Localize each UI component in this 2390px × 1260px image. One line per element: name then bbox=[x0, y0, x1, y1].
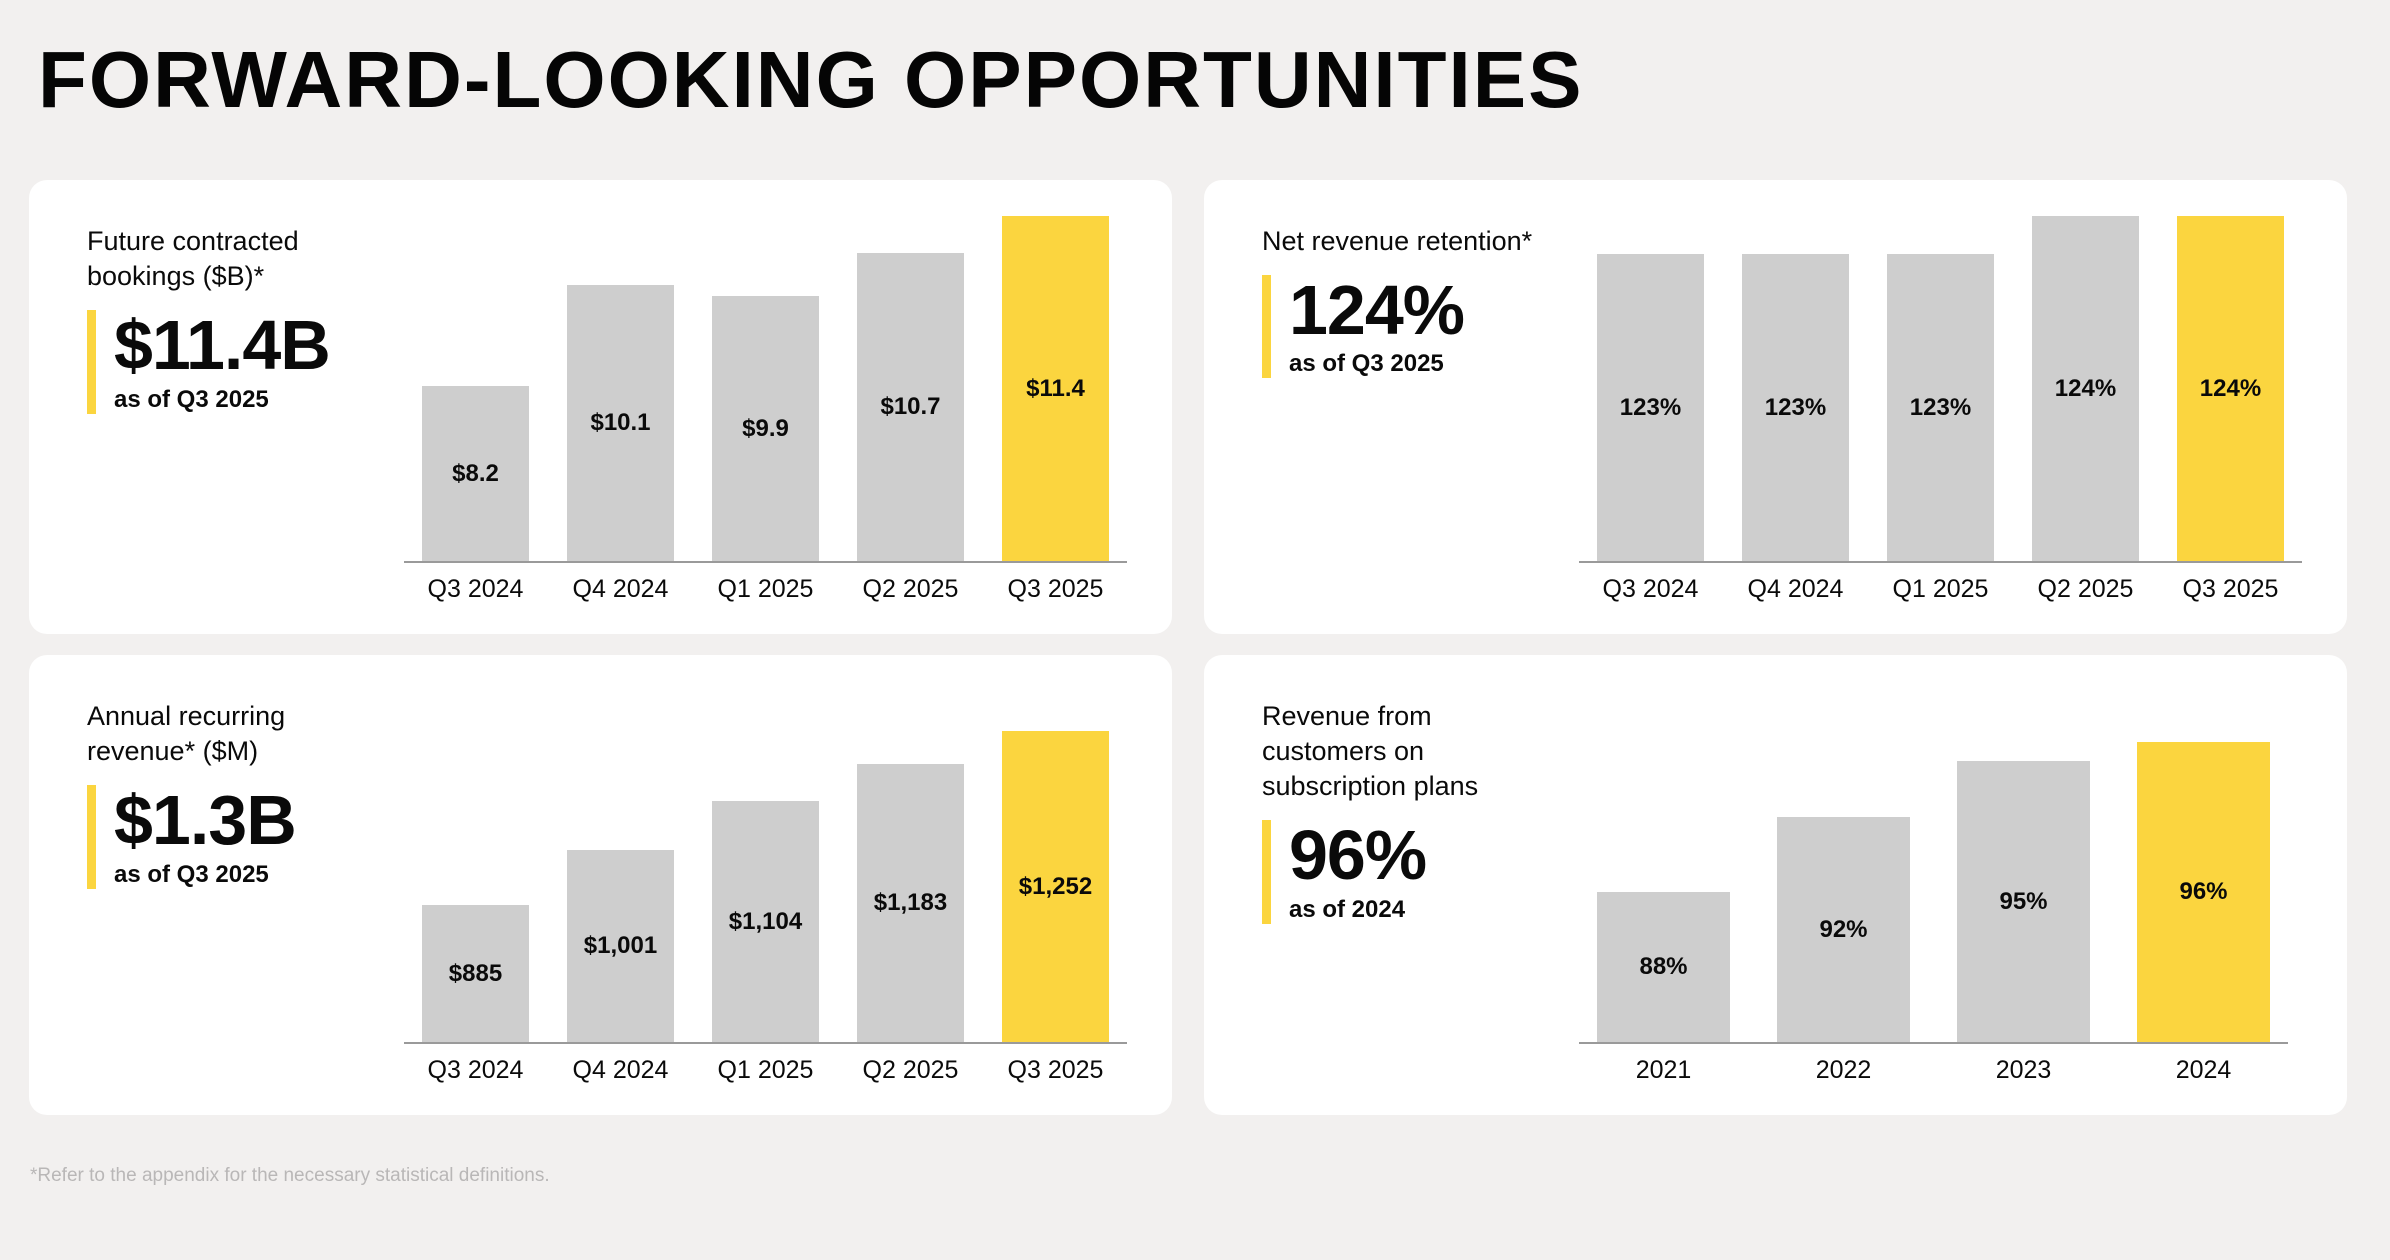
bars-area: 88% 92% 95% 96% bbox=[1579, 742, 2288, 1044]
bars-area: 123% 123% 123% 124% 124% bbox=[1579, 216, 2302, 563]
bar: 88% bbox=[1597, 892, 1730, 1042]
card-info: Annual recurring revenue* ($M) $1.3B as … bbox=[87, 699, 397, 889]
page-title: FORWARD-LOOKING OPPORTUNITIES bbox=[38, 35, 1584, 124]
bar-highlighted: 124% bbox=[2177, 216, 2284, 561]
card-info: Net revenue retention* 124% as of Q3 202… bbox=[1262, 224, 1572, 379]
bar-value-label: 95% bbox=[1999, 887, 2048, 915]
chart-title: Future contracted bookings ($B)* bbox=[87, 226, 299, 292]
category-label: Q3 2025 bbox=[1007, 1056, 1104, 1084]
bar-highlighted: 96% bbox=[2137, 742, 2270, 1042]
bar: $9.9 bbox=[712, 296, 819, 561]
bar-chart: 123% 123% 123% 124% 124% Q3 2024 Q4 2024 Q1 20… bbox=[1579, 216, 2302, 604]
bar-value-label: 88% bbox=[1639, 953, 1688, 980]
bar-value-label: $1,183 bbox=[873, 889, 948, 916]
bar: 123% bbox=[1742, 254, 1849, 561]
bar: $1,001 bbox=[567, 850, 674, 1042]
card-info: Revenue from customers on subscription p… bbox=[1262, 699, 1572, 924]
category-axis: Q3 2024 Q4 2024 Q1 2025 Q2 2025 Q3 2025 bbox=[404, 575, 1127, 604]
category-label: Q3 2025 bbox=[2182, 575, 2279, 603]
category-label: Q3 2024 bbox=[1602, 575, 1699, 603]
stat-caption: as of Q3 2025 bbox=[114, 860, 269, 888]
category-label: 2024 bbox=[2175, 1056, 2232, 1084]
bar-value-label: 124% bbox=[2199, 374, 2262, 402]
category-label: Q1 2025 bbox=[1892, 575, 1989, 603]
card-grid: Future contracted bookings ($B)* $11.4B … bbox=[0, 180, 2390, 1115]
bar-chart: 88% 92% 95% 96% 2021 2022 2023 2024 bbox=[1579, 742, 2288, 1085]
category-label: 2023 bbox=[1995, 1056, 2052, 1084]
bar-highlighted: $11.4 bbox=[1002, 216, 1109, 561]
category-axis: Q3 2024 Q4 2024 Q1 2025 Q2 2025 Q3 2025 bbox=[404, 1056, 1127, 1085]
bar-value-label: 123% bbox=[1619, 393, 1682, 421]
bar: $8.2 bbox=[422, 386, 529, 561]
slide: FORWARD-LOOKING OPPORTUNITIES Future con… bbox=[0, 40, 2390, 1260]
card-net-revenue-retention: Net revenue retention* 124% as of Q3 202… bbox=[1204, 180, 2347, 634]
category-label: 2021 bbox=[1635, 1056, 1692, 1084]
stat-value: $1.3B bbox=[114, 781, 297, 860]
category-label: Q1 2025 bbox=[717, 1056, 814, 1084]
bar: 92% bbox=[1777, 817, 1910, 1042]
category-label: Q2 2025 bbox=[2037, 575, 2134, 603]
category-label: Q4 2024 bbox=[572, 575, 669, 603]
category-label: Q4 2024 bbox=[1747, 575, 1844, 603]
bar: 123% bbox=[1597, 254, 1704, 561]
stat-value: 124% bbox=[1289, 271, 1465, 350]
category-label: 2022 bbox=[1815, 1056, 1872, 1084]
card-subscription-plan-revenue: Revenue from customers on subscription p… bbox=[1204, 655, 2347, 1115]
category-axis: Q3 2024 Q4 2024 Q1 2025 Q2 2025 Q3 2025 bbox=[1579, 575, 2302, 604]
category-label: Q2 2025 bbox=[862, 575, 959, 603]
bar: $10.1 bbox=[567, 285, 674, 561]
card-annual-recurring-revenue: Annual recurring revenue* ($M) $1.3B as … bbox=[29, 655, 1172, 1115]
bar-value-label: $1,001 bbox=[583, 932, 658, 959]
bars-area: $885 $1,001 $1,104 $1,183 $1,252 bbox=[404, 731, 1127, 1044]
chart-title: Annual recurring revenue* ($M) bbox=[87, 701, 286, 767]
bar-value-label: $10.7 bbox=[880, 393, 941, 420]
stat-block: 96% as of 2024 bbox=[1262, 816, 1572, 924]
bar-value-label: $11.4 bbox=[1026, 374, 1085, 402]
bar: 95% bbox=[1957, 761, 2090, 1042]
category-label: Q1 2025 bbox=[717, 575, 814, 603]
footnote: *Refer to the appendix for the necessary… bbox=[30, 1165, 550, 1186]
category-axis: 2021 2022 2023 2024 bbox=[1579, 1056, 2288, 1085]
bar-value-label: 96% bbox=[2179, 878, 2228, 905]
stat-caption: as of 2024 bbox=[1289, 895, 1406, 923]
stat-block: 124% as of Q3 2025 bbox=[1262, 271, 1572, 379]
bar-value-label: $10.1 bbox=[590, 409, 651, 436]
category-label: Q3 2024 bbox=[427, 1056, 524, 1084]
bar-value-label: 124% bbox=[2054, 374, 2117, 402]
stat-value: 96% bbox=[1289, 816, 1427, 895]
bar-value-label: 92% bbox=[1819, 915, 1868, 943]
bar-value-label: $885 bbox=[448, 959, 503, 987]
card-info: Future contracted bookings ($B)* $11.4B … bbox=[87, 224, 397, 414]
category-label: Q4 2024 bbox=[572, 1056, 669, 1084]
stat-value: $11.4B bbox=[114, 306, 331, 385]
category-label: Q3 2024 bbox=[427, 575, 524, 603]
chart-title: Net revenue retention* bbox=[1262, 226, 1533, 256]
bar-value-label: 123% bbox=[1764, 393, 1827, 421]
stat-block: $11.4B as of Q3 2025 bbox=[87, 306, 397, 414]
stat-caption: as of Q3 2025 bbox=[114, 385, 269, 413]
bar-highlighted: $1,252 bbox=[1002, 731, 1109, 1042]
bar-value-label: $8.2 bbox=[452, 459, 499, 487]
bar: 123% bbox=[1887, 254, 1994, 561]
category-label: Q2 2025 bbox=[862, 1056, 959, 1084]
bar: $885 bbox=[422, 905, 529, 1042]
bar-value-label: 123% bbox=[1909, 393, 1972, 421]
chart-title: Revenue from customers on subscription p… bbox=[1262, 701, 1479, 802]
bar-value-label: $9.9 bbox=[742, 414, 789, 442]
stat-block: $1.3B as of Q3 2025 bbox=[87, 781, 397, 889]
stat-caption: as of Q3 2025 bbox=[1289, 350, 1444, 378]
bar-value-label: $1,104 bbox=[728, 907, 803, 935]
bar-chart: $8.2 $10.1 $9.9 $10.7 $11.4 Q3 2024 Q4 2024 Q1… bbox=[404, 216, 1127, 604]
bar: $10.7 bbox=[857, 253, 964, 561]
card-future-contracted-bookings: Future contracted bookings ($B)* $11.4B … bbox=[29, 180, 1172, 634]
bar-value-label: $1,252 bbox=[1018, 872, 1093, 900]
bars-area: $8.2 $10.1 $9.9 $10.7 $11.4 bbox=[404, 216, 1127, 563]
bar-chart: $885 $1,001 $1,104 $1,183 $1,252 Q3 2024 Q4 2… bbox=[404, 731, 1127, 1085]
bar: $1,183 bbox=[857, 764, 964, 1042]
category-label: Q3 2025 bbox=[1007, 575, 1104, 603]
bar: 124% bbox=[2032, 216, 2139, 561]
bar: $1,104 bbox=[712, 801, 819, 1042]
